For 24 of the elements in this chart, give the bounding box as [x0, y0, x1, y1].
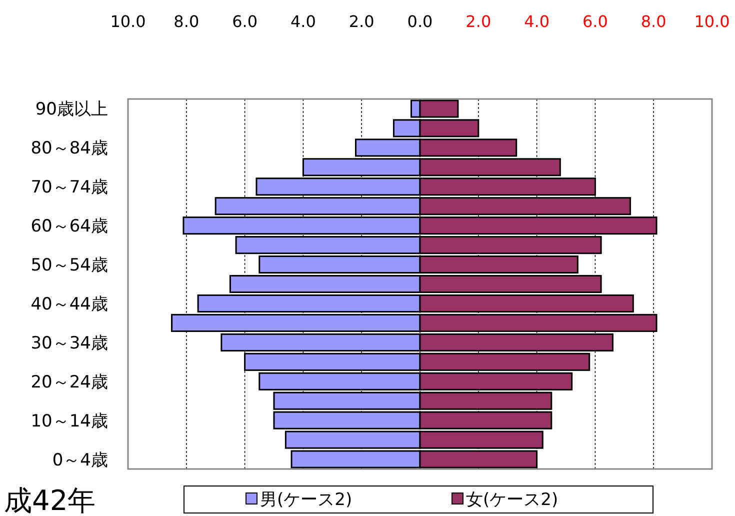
- x-tick-label: 2.0: [466, 12, 492, 31]
- text: 成42年: [4, 484, 96, 516]
- x-tick-label: 0.0: [407, 12, 433, 31]
- x-tick-label: 2.0: [348, 12, 374, 31]
- y-tick-label: 80～84歳: [30, 138, 108, 159]
- y-tick-label: 20～24歳: [30, 372, 108, 392]
- y-tick-label: 90歳以上: [35, 100, 108, 120]
- x-tick-label: 10.0: [110, 12, 146, 31]
- y-tick-label: 10～14歳: [30, 411, 108, 432]
- x-tick-label: 10.0: [694, 12, 730, 31]
- x-tick-label: 4.0: [290, 12, 316, 31]
- legend-label: 男(ケース2): [260, 490, 352, 510]
- x-tick-label: 6.0: [582, 12, 608, 31]
- legend-label: 女(ケース2): [466, 490, 558, 510]
- y-tick-label: 30～34歳: [30, 333, 108, 354]
- y-tick-label: 50～54歳: [30, 256, 108, 276]
- y-tick-label: 60～64歳: [30, 216, 108, 237]
- y-tick-label: 40～44歳: [30, 294, 108, 314]
- x-tick-label: 6.0: [232, 12, 258, 31]
- x-tick-label: 8.0: [174, 12, 200, 31]
- x-tick-label: 8.0: [640, 12, 666, 31]
- y-tick-label: 70～74歳: [30, 178, 108, 198]
- y-tick-label: 0～4歳: [52, 450, 108, 470]
- x-tick-label: 4.0: [524, 12, 550, 31]
